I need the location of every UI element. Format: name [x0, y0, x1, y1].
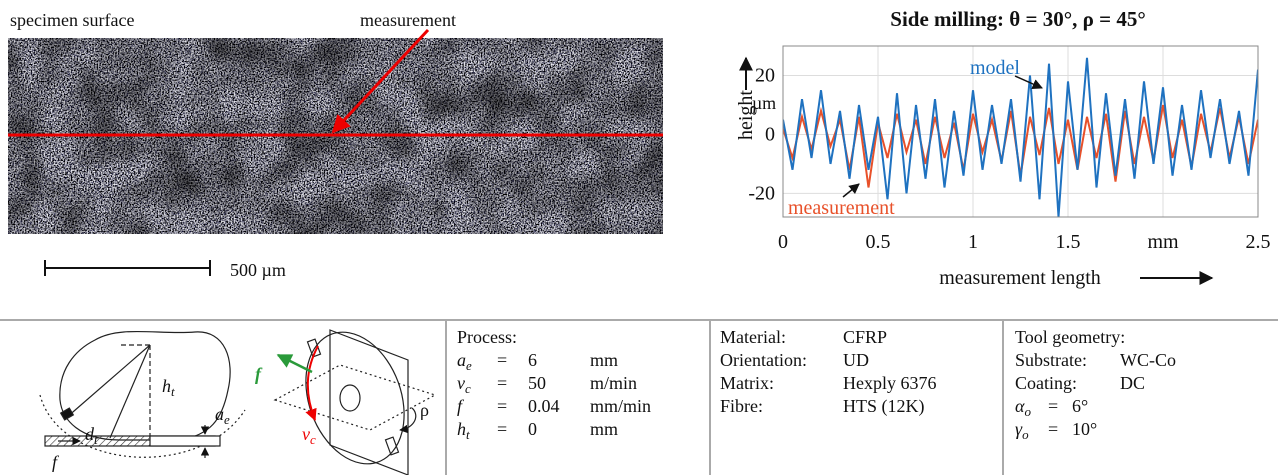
plot-frame [782, 45, 1259, 218]
y-tick-label: 0 [765, 123, 775, 145]
photo-label: specimen surface [10, 10, 134, 30]
equals: = [497, 419, 507, 439]
y-tick-label: -20 [748, 182, 775, 204]
symbol-sub: t [466, 427, 470, 442]
property: Orientation: [720, 350, 807, 370]
equals: = [1048, 419, 1058, 439]
label-arrow [842, 183, 860, 198]
milling-diagram [273, 329, 437, 475]
x-axis-label: measurement length [939, 267, 1101, 289]
value: 10° [1072, 419, 1097, 439]
value: WC-Co [1120, 350, 1176, 370]
math-symbol: γo [1015, 419, 1029, 442]
value: Hexply 6376 [843, 373, 937, 393]
specimen-photo [8, 28, 663, 234]
section-title: Tool geometry: [1015, 327, 1125, 347]
value: 0.04 [528, 396, 560, 416]
x-tick-label: 0.5 [866, 231, 891, 253]
photo-label: measurement [360, 10, 456, 30]
y-axis-label: height [735, 90, 757, 140]
series-label: measurement [788, 197, 895, 219]
symbol-base: γ [1015, 419, 1023, 439]
x-tick-label: 0 [778, 231, 788, 253]
symbol-base: h [457, 419, 466, 439]
value: 50 [528, 373, 546, 393]
table-text: Process: ae = 6 mm vc = 50 m/min f = 0.04 mm/min ht = 0… [457, 327, 1176, 442]
diagram-label: f [255, 364, 263, 384]
section-title: Process: [457, 327, 517, 347]
property: Matrix: [720, 373, 774, 393]
diagram-label: vc [302, 424, 316, 447]
value: DC [1120, 373, 1145, 393]
scale-label: 500 µm [230, 260, 286, 280]
value: 6 [528, 350, 537, 370]
symbol-base: f [457, 396, 465, 416]
series-group [783, 57, 1258, 217]
plot: -20 0 20 0 0.5 1 1.5 mm 2.5 [748, 46, 1271, 253]
symbol-base: a [457, 350, 466, 370]
math-symbol: vc [457, 373, 471, 396]
y-unit: µm [752, 93, 776, 113]
equals: = [1048, 396, 1058, 416]
info-table [0, 319, 1278, 475]
equals: = [497, 396, 507, 416]
math-symbol: αo [1015, 396, 1031, 419]
series-line [783, 57, 1258, 217]
y-tick-label: 20 [755, 64, 775, 86]
unit: m/min [590, 373, 637, 393]
symbol-sub: o [1022, 427, 1029, 442]
math-symbol: f [457, 396, 465, 416]
diagram-label: ρ [420, 400, 429, 420]
unit: mm [590, 350, 618, 370]
value: CFRP [843, 327, 887, 347]
chart-title: Side milling: θ = 30°, ρ = 45° [890, 7, 1145, 31]
math-symbol: ae [457, 350, 472, 373]
value: 0 [528, 419, 537, 439]
unit: mm [590, 419, 618, 439]
math-symbol: ht [457, 419, 470, 442]
measurement-arrow [331, 28, 430, 134]
value: 6° [1072, 396, 1088, 416]
x-tick-label: 2.5 [1246, 231, 1271, 253]
diagram-label: f [52, 452, 60, 472]
symbol-sub: o [1024, 404, 1031, 419]
series-label: model [970, 57, 1020, 79]
property: Substrate: [1015, 350, 1087, 370]
equals: = [497, 350, 507, 370]
symbol-sub: c [465, 381, 471, 396]
symbol-base: α [1015, 396, 1025, 416]
property: Coating: [1015, 373, 1077, 393]
symbol-base: v [457, 373, 465, 393]
property: Material: [720, 327, 786, 347]
diagram-label: dt [85, 424, 98, 447]
unit: mm/min [590, 396, 651, 416]
scale-bar [44, 260, 211, 276]
tool-diagram [39, 330, 246, 458]
x-tick-label: mm [1147, 231, 1179, 253]
value: HTS (12K) [843, 396, 925, 417]
symbol-sub: e [466, 358, 472, 373]
x-tick-label: 1 [968, 231, 978, 253]
x-tick-label: 1.5 [1056, 231, 1081, 253]
label-arrow [1014, 75, 1043, 89]
diagram-label: ht [162, 376, 175, 399]
equals: = [497, 373, 507, 393]
diagram-label: ae [215, 404, 230, 427]
value: UD [843, 350, 869, 370]
property: Fibre: [720, 396, 763, 416]
